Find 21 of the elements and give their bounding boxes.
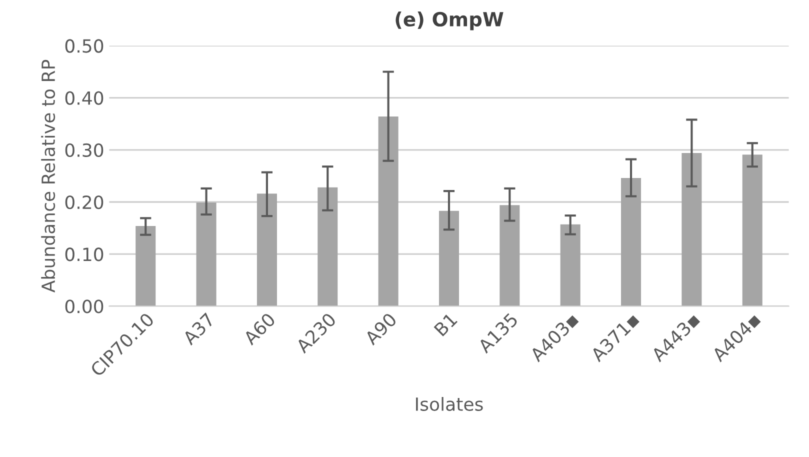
- bar: [560, 224, 580, 306]
- y-tick-label: 0.40: [65, 91, 104, 105]
- bar: [742, 154, 762, 306]
- y-tick-label: 0.50: [65, 39, 104, 53]
- x-axis-title: Isolates: [416, 397, 483, 411]
- y-tick-label: 0.20: [65, 195, 104, 210]
- bar: [621, 178, 642, 306]
- chart-title: (e) OmpW: [396, 12, 504, 30]
- bar: [500, 205, 520, 306]
- bar: [136, 226, 156, 306]
- y-tick-label: 0.10: [65, 248, 104, 262]
- bar: [682, 153, 702, 306]
- x-tick-label: B1: [434, 312, 458, 336]
- bar: [196, 202, 216, 306]
- bar: [438, 210, 460, 306]
- bar: [318, 187, 338, 306]
- bar: [256, 194, 277, 306]
- y-tick-label: 0.00: [65, 300, 104, 314]
- y-axis-title: Abundance Relative to RP: [41, 60, 56, 292]
- y-tick-label: 0.30: [65, 143, 104, 158]
- bar: [378, 116, 398, 306]
